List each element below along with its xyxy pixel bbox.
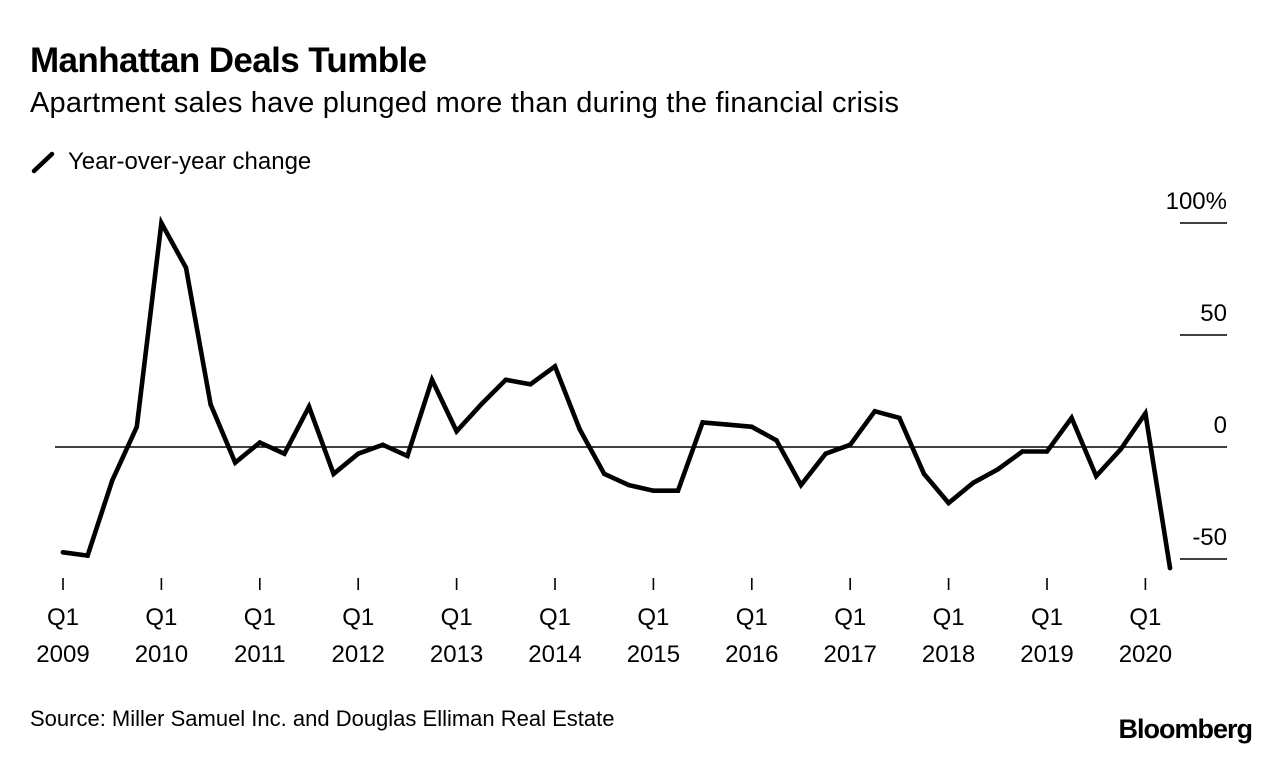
data-point — [331, 471, 336, 477]
data-point — [282, 451, 287, 457]
data-point — [306, 404, 312, 409]
data-point — [503, 377, 509, 383]
x-tick-label-quarter: Q1 — [441, 604, 473, 631]
series-line-0 — [60, 215, 1173, 571]
y-tick-label: 50 — [1200, 300, 1227, 327]
x-tick-label-year: 2011 — [234, 641, 286, 668]
data-point — [257, 440, 263, 445]
y-tick-label: 0 — [1214, 412, 1227, 439]
data-point — [995, 467, 1001, 472]
x-tick-label-year: 2014 — [528, 641, 581, 668]
x-tick-label-quarter: Q1 — [539, 604, 571, 631]
data-point — [1069, 415, 1074, 421]
x-tick-label-quarter: Q1 — [834, 604, 866, 631]
x-tick-label-quarter: Q1 — [933, 604, 965, 631]
data-point — [970, 480, 976, 486]
data-point — [774, 437, 779, 443]
chart-subtitle: Apartment sales have plunged more than d… — [30, 87, 900, 119]
x-tick-label-quarter: Q1 — [1031, 604, 1063, 631]
data-point — [724, 422, 730, 427]
data-point — [872, 408, 878, 414]
x-tick-label-year: 2009 — [36, 641, 89, 668]
x-tick-label-quarter: Q1 — [637, 604, 669, 631]
data-point — [601, 471, 607, 477]
x-tick-label-year: 2010 — [135, 641, 188, 668]
data-point — [1020, 449, 1025, 454]
data-point — [921, 471, 927, 477]
data-point — [626, 482, 632, 488]
x-tick-label-quarter: Q1 — [244, 604, 276, 631]
data-point — [380, 442, 386, 448]
data-point — [60, 549, 66, 555]
data-point — [897, 415, 902, 421]
data-point — [823, 451, 828, 457]
data-point — [700, 420, 705, 425]
data-point — [208, 402, 213, 407]
x-tick-label-quarter: Q1 — [47, 604, 79, 631]
chart-legend: Year-over-year change — [30, 146, 311, 178]
data-point — [355, 451, 361, 457]
data-point — [1167, 565, 1173, 571]
data-point — [1143, 411, 1148, 416]
data-point — [232, 460, 238, 465]
data-point — [134, 424, 140, 430]
data-point — [1118, 446, 1124, 452]
data-point — [847, 442, 853, 448]
data-point — [405, 453, 410, 459]
data-point — [85, 553, 90, 558]
x-tick-label-year: 2012 — [332, 641, 385, 668]
chart-title: Manhattan Deals Tumble — [30, 41, 427, 80]
x-tick-label-quarter: Q1 — [145, 604, 177, 631]
x-tick-label-year: 2018 — [922, 641, 975, 668]
data-point — [1093, 473, 1099, 479]
data-point — [183, 265, 189, 271]
data-point — [749, 424, 755, 430]
data-point — [675, 488, 681, 493]
data-point — [577, 426, 582, 432]
data-point — [454, 429, 459, 434]
data-point — [429, 377, 435, 383]
y-tick-label: -50 — [1192, 524, 1227, 551]
source-note: Source: Miller Samuel Inc. and Douglas E… — [30, 706, 615, 731]
x-tick-label-year: 2020 — [1119, 641, 1172, 668]
x-tick-label-year: 2019 — [1020, 641, 1073, 668]
legend-label: Year-over-year change — [68, 148, 312, 175]
line-chart: 100% 50 0 -50 Q1 2009 Q1 2010 Q1 2011 Q1 2012 Q1 2013… — [36, 188, 1227, 668]
x-tick-label-quarter: Q1 — [736, 604, 768, 631]
x-tick-label-quarter: Q1 — [342, 604, 374, 631]
y-tick-label: 100% — [1166, 188, 1227, 215]
data-point — [946, 500, 951, 506]
data-point — [798, 482, 804, 488]
data-point — [109, 478, 115, 483]
x-tick-label-year: 2015 — [627, 641, 680, 668]
x-tick-label-quarter: Q1 — [1129, 604, 1161, 631]
brand-logo: Bloomberg — [1118, 714, 1253, 744]
data-point — [552, 364, 558, 369]
x-tick-label-year: 2017 — [824, 641, 877, 668]
data-point — [528, 381, 533, 387]
data-point — [159, 220, 164, 226]
x-tick-label-year: 2013 — [430, 641, 483, 668]
data-point — [478, 402, 484, 407]
legend-line-icon — [31, 151, 55, 174]
data-point — [1044, 449, 1050, 454]
x-tick-label-year: 2016 — [725, 641, 778, 668]
data-point — [651, 488, 656, 493]
